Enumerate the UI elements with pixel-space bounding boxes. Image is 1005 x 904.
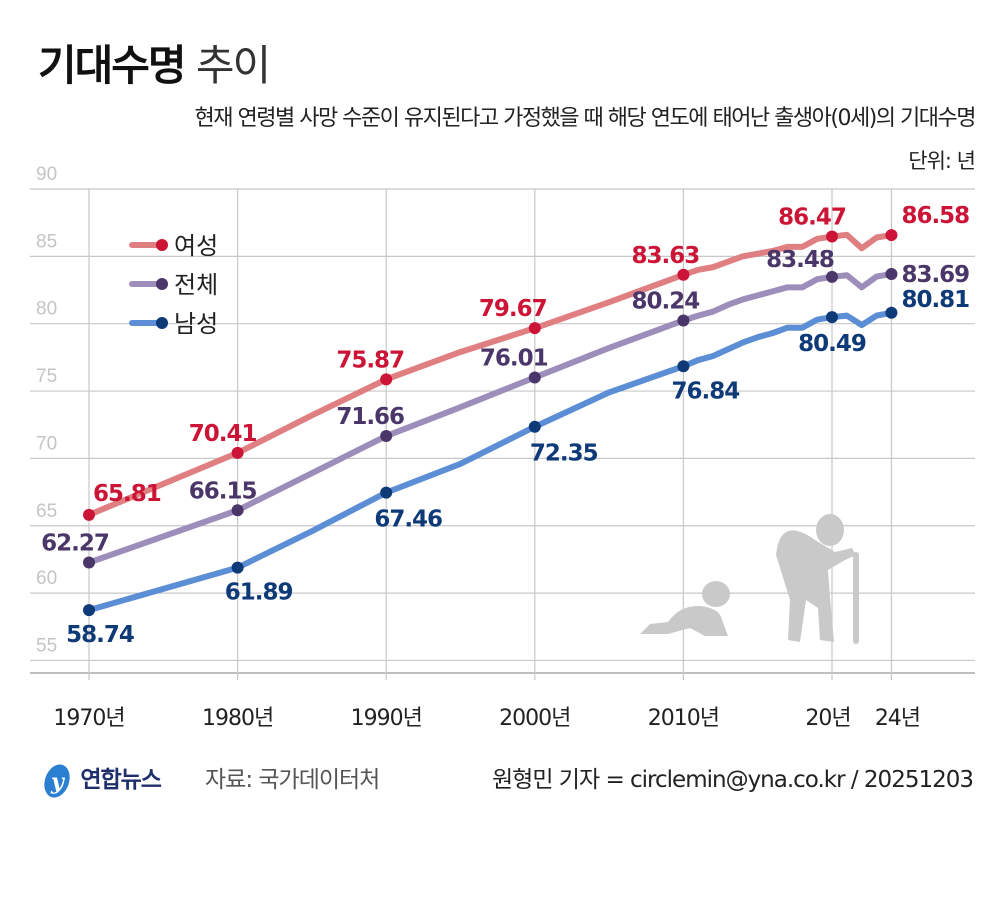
data-label: 76.01 bbox=[480, 345, 548, 371]
data-label: 62.27 bbox=[41, 531, 109, 557]
data-label: 86.58 bbox=[901, 203, 969, 229]
data-point bbox=[83, 604, 95, 617]
series-line-남성 bbox=[86, 309, 895, 614]
data-point bbox=[677, 314, 690, 327]
svg-text:y: y bbox=[50, 769, 66, 795]
data-label: 83.48 bbox=[766, 247, 834, 273]
logo-text: 연합뉴스 bbox=[80, 767, 162, 793]
data-label: 79.67 bbox=[479, 296, 547, 322]
logo: y 연합뉴스 bbox=[40, 760, 162, 801]
walking-cane bbox=[853, 552, 859, 644]
source: 자료: 국가데이터처 bbox=[205, 767, 380, 793]
x-tick-label: 20년 bbox=[805, 706, 850, 731]
data-label: 61.89 bbox=[225, 580, 293, 606]
data-label: 67.46 bbox=[374, 507, 442, 533]
legend-label: 남성 bbox=[174, 310, 218, 338]
x-tick-label: 2010년 bbox=[648, 706, 719, 731]
elder-body bbox=[776, 530, 856, 642]
page-title: 기대수명 추이 bbox=[38, 32, 271, 93]
legend-marker bbox=[156, 317, 168, 329]
data-point bbox=[528, 322, 541, 335]
y-tick-label: 80 bbox=[36, 299, 57, 320]
y-tick-label: 70 bbox=[36, 433, 57, 454]
data-point bbox=[231, 561, 244, 574]
data-point bbox=[528, 371, 541, 384]
title-bold: 기대수명 bbox=[38, 41, 187, 90]
data-point bbox=[826, 311, 838, 324]
unit-label: 단위: 년 bbox=[908, 149, 976, 173]
data-label: 83.63 bbox=[632, 243, 700, 269]
data-label: 75.87 bbox=[336, 347, 404, 373]
title-light: 추이 bbox=[195, 41, 271, 90]
data-point bbox=[677, 360, 690, 373]
data-point bbox=[231, 504, 244, 517]
data-point bbox=[826, 270, 838, 283]
data-point bbox=[83, 556, 95, 569]
elder-head bbox=[816, 514, 844, 546]
legend-marker bbox=[156, 278, 168, 290]
data-label: 76.84 bbox=[672, 378, 740, 404]
credit: 원형민 기자 = circlemin@yna.co.kr / 20251203 bbox=[492, 767, 974, 793]
y-tick-label: 55 bbox=[36, 635, 57, 656]
data-label: 70.41 bbox=[189, 421, 257, 447]
data-label: 83.69 bbox=[901, 262, 969, 288]
series-line-전체 bbox=[86, 270, 895, 566]
data-label: 80.24 bbox=[632, 288, 700, 314]
data-point bbox=[380, 373, 393, 386]
elderly-and-baby-illustration bbox=[640, 514, 859, 644]
legend-label: 전체 bbox=[174, 271, 218, 299]
y-tick-label: 60 bbox=[36, 568, 57, 589]
x-tick-label: 2000년 bbox=[499, 706, 570, 731]
data-label: 66.15 bbox=[189, 478, 257, 504]
x-tick-label: 1980년 bbox=[202, 706, 273, 731]
data-label: 80.49 bbox=[798, 331, 866, 357]
data-label: 71.66 bbox=[336, 404, 404, 430]
baby-head bbox=[702, 581, 730, 607]
subtitle: 현재 연령별 사망 수준이 유지된다고 가정했을 때 해당 연도에 태어난 출생… bbox=[194, 106, 977, 131]
data-label: 86.47 bbox=[778, 205, 846, 231]
series-line-여성 bbox=[86, 231, 895, 518]
y-tick-label: 75 bbox=[36, 366, 57, 387]
data-label: 65.81 bbox=[93, 481, 161, 507]
legend-marker bbox=[156, 239, 168, 251]
data-point bbox=[380, 486, 393, 499]
data-label: 80.81 bbox=[901, 287, 969, 313]
data-point bbox=[885, 306, 898, 319]
data-point bbox=[885, 229, 898, 242]
data-label: 58.74 bbox=[66, 622, 134, 648]
data-point bbox=[826, 230, 838, 243]
data-point bbox=[528, 420, 541, 433]
x-tick-label: 1970년 bbox=[53, 706, 124, 731]
data-point bbox=[380, 430, 393, 443]
data-point bbox=[677, 268, 690, 281]
x-tick-label: 1990년 bbox=[351, 706, 422, 731]
y-tick-label: 85 bbox=[36, 231, 57, 252]
x-tick-label: 24년 bbox=[875, 706, 920, 731]
y-tick-label: 90 bbox=[36, 164, 57, 185]
y-tick-label: 65 bbox=[36, 501, 57, 522]
data-label: 72.35 bbox=[530, 441, 598, 467]
legend-label: 여성 bbox=[174, 232, 218, 260]
data-point bbox=[83, 508, 95, 521]
baby-body bbox=[640, 605, 728, 636]
data-point bbox=[885, 267, 898, 280]
yonhap-logo-icon: y bbox=[44, 764, 70, 797]
data-point bbox=[231, 446, 244, 459]
